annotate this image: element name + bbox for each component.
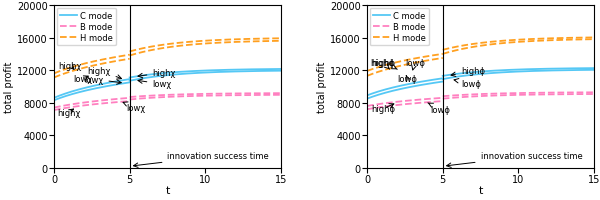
Y-axis label: total profit: total profit (317, 61, 328, 113)
Text: highϕ: highϕ (371, 104, 395, 113)
Text: highχ: highχ (87, 66, 121, 80)
Text: highχ: highχ (59, 61, 82, 70)
Y-axis label: total profit: total profit (4, 61, 14, 113)
Text: lowϕ: lowϕ (454, 79, 481, 88)
Text: innovation success time: innovation success time (446, 151, 583, 168)
Text: lowϕ: lowϕ (428, 103, 451, 114)
Text: highϕ: highϕ (451, 67, 485, 77)
Text: lowϕ: lowϕ (397, 74, 417, 83)
Legend: C mode, B mode, H mode: C mode, B mode, H mode (56, 8, 116, 46)
Legend: C mode, B mode, H mode: C mode, B mode, H mode (370, 8, 429, 46)
Text: lowχ: lowχ (84, 75, 121, 85)
X-axis label: t: t (478, 186, 483, 196)
Text: lowϕ: lowϕ (405, 58, 425, 71)
Text: lowχ: lowχ (74, 74, 93, 83)
Text: highχ: highχ (57, 108, 80, 117)
Text: highϕ: highϕ (370, 58, 394, 70)
Text: lowχ: lowχ (138, 80, 172, 89)
Text: highϕ: highϕ (371, 58, 397, 70)
X-axis label: t: t (165, 186, 170, 196)
Text: highχ: highχ (138, 69, 176, 78)
Text: innovation success time: innovation success time (133, 151, 269, 168)
Text: lowχ: lowχ (123, 102, 146, 113)
